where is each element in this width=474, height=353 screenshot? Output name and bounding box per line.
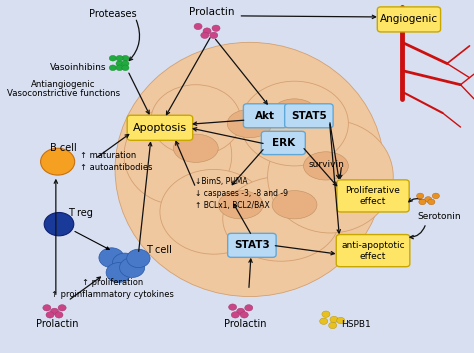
- Circle shape: [55, 312, 63, 318]
- Text: Prolactin: Prolactin: [224, 319, 266, 329]
- Text: Vasoinhibins: Vasoinhibins: [50, 62, 107, 72]
- Text: HSPB1: HSPB1: [342, 320, 371, 329]
- Text: STAT3: STAT3: [234, 240, 270, 250]
- Circle shape: [322, 311, 330, 317]
- Circle shape: [44, 213, 74, 236]
- Circle shape: [122, 61, 129, 66]
- Text: ERK: ERK: [272, 138, 295, 148]
- Ellipse shape: [218, 191, 263, 219]
- Circle shape: [419, 199, 426, 205]
- Ellipse shape: [227, 109, 272, 138]
- Text: ↑ proliferation
↑ proinflammatory cytokines: ↑ proliferation ↑ proinflammatory cytoki…: [51, 279, 174, 299]
- Circle shape: [109, 55, 117, 61]
- Text: Prolactin: Prolactin: [36, 319, 79, 329]
- Ellipse shape: [151, 85, 241, 155]
- FancyBboxPatch shape: [228, 233, 276, 257]
- Text: anti-apoptotic
effect: anti-apoptotic effect: [341, 241, 405, 261]
- Ellipse shape: [124, 106, 232, 205]
- Circle shape: [99, 248, 124, 268]
- Text: Akt: Akt: [255, 111, 275, 121]
- Circle shape: [337, 317, 345, 324]
- FancyBboxPatch shape: [243, 104, 287, 128]
- Circle shape: [417, 193, 424, 199]
- Ellipse shape: [272, 99, 317, 127]
- Text: T reg: T reg: [68, 208, 93, 217]
- Circle shape: [194, 23, 202, 30]
- Text: ↑ maturation
↑ autoantibodies: ↑ maturation ↑ autoantibodies: [80, 151, 153, 172]
- Ellipse shape: [272, 191, 317, 219]
- FancyBboxPatch shape: [337, 180, 409, 212]
- Circle shape: [228, 304, 237, 310]
- Text: Antiangiogenic: Antiangiogenic: [31, 80, 96, 89]
- Circle shape: [116, 61, 123, 66]
- Circle shape: [231, 312, 239, 318]
- Ellipse shape: [160, 169, 268, 254]
- Circle shape: [122, 65, 129, 71]
- Text: Prolactin: Prolactin: [189, 7, 234, 17]
- Circle shape: [203, 28, 211, 34]
- FancyBboxPatch shape: [285, 104, 333, 128]
- Text: Angiogenic: Angiogenic: [380, 14, 438, 24]
- Circle shape: [106, 263, 131, 282]
- Text: T cell: T cell: [146, 245, 172, 255]
- Ellipse shape: [115, 42, 384, 297]
- Circle shape: [50, 308, 58, 315]
- Circle shape: [116, 55, 123, 61]
- Text: B cell: B cell: [50, 143, 77, 153]
- Text: Proteases: Proteases: [89, 9, 137, 19]
- Ellipse shape: [173, 134, 218, 162]
- FancyBboxPatch shape: [127, 115, 193, 140]
- Circle shape: [112, 253, 137, 273]
- Circle shape: [212, 25, 220, 31]
- Text: Proliferative
effect: Proliferative effect: [346, 186, 401, 206]
- Ellipse shape: [241, 81, 348, 166]
- Ellipse shape: [303, 152, 348, 180]
- Text: ↓BimS, PUMA
↓ caspases -3, -8 and -9
↑ BCLx1, BCL2/BAX: ↓BimS, PUMA ↓ caspases -3, -8 and -9 ↑ B…: [195, 177, 288, 210]
- Circle shape: [109, 65, 117, 71]
- Circle shape: [201, 32, 209, 38]
- Circle shape: [245, 305, 253, 311]
- Circle shape: [428, 199, 435, 205]
- FancyBboxPatch shape: [261, 131, 305, 155]
- Circle shape: [43, 305, 51, 311]
- Circle shape: [425, 197, 432, 202]
- Circle shape: [122, 55, 129, 61]
- FancyBboxPatch shape: [336, 234, 410, 267]
- Circle shape: [319, 318, 328, 324]
- Text: Serotonin: Serotonin: [417, 211, 461, 221]
- Ellipse shape: [268, 120, 393, 233]
- Ellipse shape: [223, 176, 339, 261]
- Text: STAT5: STAT5: [291, 111, 327, 121]
- Text: Vasoconstrictive functions: Vasoconstrictive functions: [7, 89, 120, 98]
- FancyBboxPatch shape: [377, 7, 440, 32]
- Circle shape: [432, 193, 439, 199]
- Circle shape: [328, 322, 337, 329]
- Circle shape: [237, 308, 245, 315]
- Circle shape: [41, 148, 75, 175]
- Circle shape: [240, 312, 248, 318]
- Circle shape: [46, 312, 54, 318]
- Text: Apoptosis: Apoptosis: [133, 123, 187, 133]
- Circle shape: [210, 32, 218, 38]
- Circle shape: [330, 316, 338, 323]
- Circle shape: [58, 305, 66, 311]
- Circle shape: [116, 65, 123, 71]
- Text: survivin: survivin: [309, 160, 345, 169]
- Circle shape: [119, 258, 145, 277]
- Circle shape: [127, 249, 150, 268]
